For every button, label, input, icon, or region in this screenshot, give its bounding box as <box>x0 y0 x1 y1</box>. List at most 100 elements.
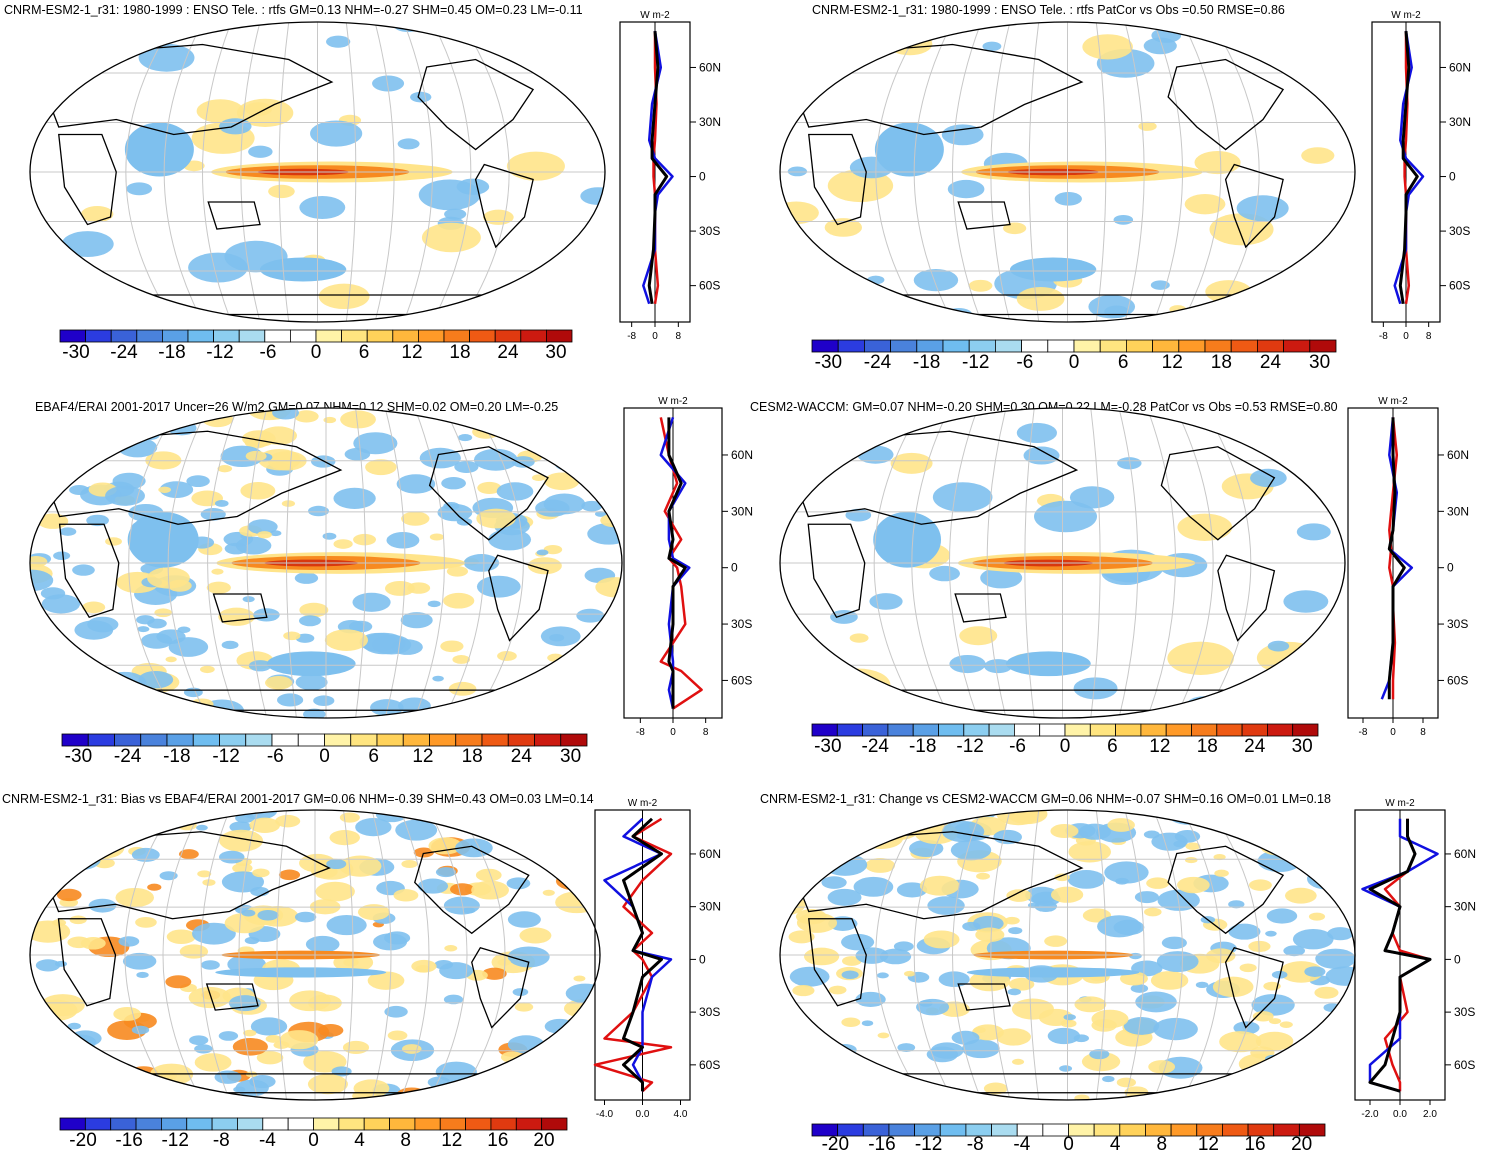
anomaly-blob <box>78 815 99 827</box>
profile-unit-label: W m-2 <box>658 396 688 407</box>
colorbar-swatch <box>192 733 220 747</box>
anomaly-blob <box>446 811 474 825</box>
anomaly-blob <box>1082 34 1133 60</box>
colorbar-label: -30 <box>65 746 92 767</box>
anomaly-blob <box>545 670 559 678</box>
map-field <box>30 21 605 322</box>
anomaly-blob <box>830 610 858 624</box>
profile-xtick-label: 8 <box>1426 331 1432 342</box>
colorbar-swatch <box>1178 339 1206 353</box>
colorbar-label: 12 <box>401 342 422 363</box>
colorbar-label: 18 <box>1211 352 1232 373</box>
anomaly-blob <box>277 693 304 707</box>
anomaly-blob <box>158 486 171 493</box>
anomaly-blob <box>897 1043 916 1052</box>
map-field <box>780 810 1355 1101</box>
anomaly-blob <box>163 711 181 718</box>
australia-outline <box>212 593 268 623</box>
panel-title: EBAF4/ERAI 2001-2017 Uncer=26 W/m2 GM=0.… <box>35 400 559 414</box>
anomaly-blob <box>604 480 622 497</box>
map-border <box>29 21 606 323</box>
anomaly-blob <box>941 820 985 843</box>
anomaly-blob <box>1060 1019 1077 1028</box>
panel-4: CESM2-WACCM: GM=0.07 NHM=-0.20 SHM=0.30 … <box>750 385 1500 770</box>
anomaly-blob <box>1119 971 1148 986</box>
map-panel-3: 60N 30N 0 30S 60S -8 0 8 W m-2 -30 -24 -18 -12 -6 0 6 12… <box>29 396 753 767</box>
anomaly-blob <box>910 810 941 822</box>
lat-tick-label: 30N <box>731 504 753 518</box>
anomaly-blob <box>792 985 815 997</box>
anomaly-blob <box>295 674 328 691</box>
colorbar-label: -4 <box>259 1130 276 1151</box>
anomaly-blob <box>1284 887 1317 904</box>
lat-tick-label: 30S <box>1449 224 1470 238</box>
anomaly-blob <box>310 120 363 147</box>
colorbar-swatch <box>417 329 445 343</box>
anomaly-blob <box>283 631 301 641</box>
anomaly-blob <box>516 296 556 316</box>
colorbar-label: 0 <box>1069 352 1080 373</box>
anomaly-blob <box>275 814 301 828</box>
anomaly-blob <box>1185 856 1198 864</box>
anomaly-blob <box>535 852 549 859</box>
anomaly-blob <box>492 831 512 842</box>
eurasia-outline <box>793 43 1084 136</box>
lat-tick-label: 60N <box>699 60 721 74</box>
colorbar-label: -18 <box>158 342 185 363</box>
anomaly-blob <box>444 945 458 952</box>
anomaly-blob <box>70 60 92 72</box>
lat-tick-label: 30S <box>699 224 720 238</box>
anomaly-blob <box>214 1070 242 1084</box>
anomaly-blob <box>1054 873 1070 882</box>
anomaly-blob <box>551 1077 593 1098</box>
colorbar-swatch <box>389 1117 416 1131</box>
profile-xtick-label: -8 <box>636 727 645 738</box>
anomaly-blob <box>980 567 1023 589</box>
anomaly-blob <box>1097 915 1142 938</box>
africa-outline <box>58 133 117 226</box>
anomaly-blob <box>544 1018 575 1034</box>
anomaly-blob <box>179 944 209 959</box>
anomaly-blob <box>804 947 840 966</box>
profile-xtick-label: 4.0 <box>674 1109 688 1120</box>
anomaly-blob <box>543 810 571 819</box>
maritime-neg <box>873 511 942 568</box>
anomaly-blob <box>401 511 430 526</box>
anomaly-blob <box>500 1051 524 1063</box>
map-field <box>780 407 1345 718</box>
anomaly-blob <box>49 243 73 256</box>
profile-series-zonal <box>1368 818 1432 1093</box>
colorbar-swatch <box>939 1123 967 1137</box>
colorbar-swatch <box>338 1117 365 1131</box>
panel-2: CNRM-ESM2-1_r31: 1980-1999 : ENSO Tele. … <box>750 0 1500 385</box>
colorbar-label: -6 <box>1009 736 1026 757</box>
map-border <box>779 407 1346 719</box>
anomaly-blob <box>397 138 420 150</box>
colorbar-swatch <box>136 329 163 343</box>
anomaly-blob <box>1135 991 1177 1013</box>
anomaly-blob <box>795 811 814 820</box>
colorbar-swatch <box>1230 339 1258 353</box>
anomaly-blob <box>1278 21 1325 41</box>
colorbar-label: 20 <box>533 1130 554 1151</box>
anomaly-blob <box>554 456 584 472</box>
south-america-outline <box>1224 946 1284 1029</box>
lat-tick-label: 30N <box>699 115 721 129</box>
anomaly-blob <box>1167 810 1211 825</box>
anomaly-blob <box>30 1078 47 1090</box>
anomaly-blob <box>384 1005 408 1018</box>
anomaly-blob <box>211 568 224 575</box>
lat-tick-label: 0 <box>1449 170 1456 184</box>
colorbar-label: -24 <box>862 736 890 757</box>
profile-xtick-label: 2.0 <box>1423 1109 1437 1120</box>
colorbar-swatch <box>1089 723 1116 737</box>
anomaly-blob <box>1116 1077 1136 1088</box>
anomaly-blob <box>555 871 593 891</box>
anomaly-blob <box>401 859 418 869</box>
lat-tick-label: 30S <box>1454 1005 1475 1019</box>
anomaly-blob <box>496 482 534 501</box>
anomaly-blob <box>53 551 71 561</box>
profile-unit-label: W m-2 <box>640 10 670 21</box>
panel-5: CNRM-ESM2-1_r31: Bias vs EBAF4/ERAI 2001… <box>0 770 750 1157</box>
colorbar-label: 24 <box>497 342 519 363</box>
